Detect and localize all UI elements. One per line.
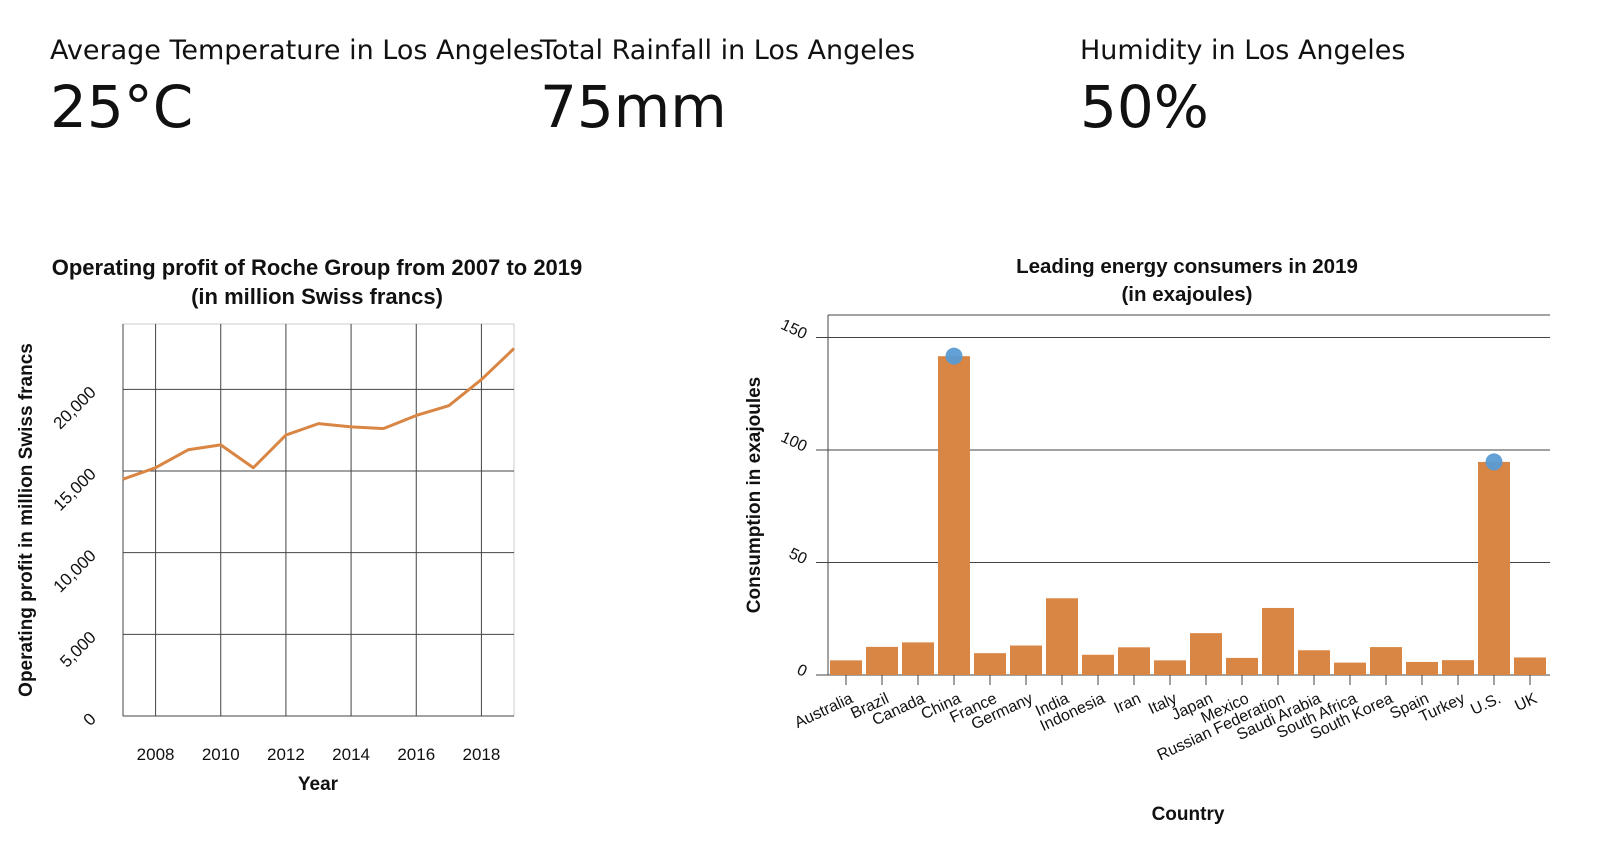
x-tick-label: Indonesia [1038,690,1108,735]
x-tick-label: Mexico [1199,690,1252,727]
x-tick-label: Japan [1169,690,1216,724]
y-tick-label: 100 [778,429,809,456]
chart-title: Leading energy consumers in 2019 [1016,255,1358,278]
bar [1190,633,1222,675]
x-tick-label: Russian Federation [1155,690,1288,764]
bar [1298,650,1330,675]
kpi-humidity: Humidity in Los Angeles 50% [1080,28,1405,140]
bar [1046,598,1078,675]
kpi-temperature: Average Temperature in Los Angeles 25°C [50,28,544,140]
x-tick-label: 2008 [137,745,175,764]
bar [974,653,1006,675]
series [122,347,516,481]
y-tick-label: 10,000 [50,546,100,596]
x-tick-label: Germany [969,690,1036,733]
bars [830,347,1546,675]
bar [1262,607,1294,675]
x-tick-label: China [919,690,964,723]
gridlines [122,323,515,717]
bar [1334,662,1366,675]
y-tick-label: 0 [794,661,809,680]
x-tick-label: 2014 [332,745,370,764]
x-tick-label: Australia [792,690,856,732]
tick-labels: 0 5,000 10,000 15,000 20,000 2008 2010 2012 2014… [50,383,501,764]
x-tick-label: France [947,690,999,726]
kpi-label: Total Rainfall in Los Angeles [540,35,916,66]
plot-frame [122,323,515,717]
bar [1370,647,1402,675]
bar [830,660,862,675]
y-axis-label: Consumption in exajoules [744,377,765,613]
y-tick-label: 150 [778,316,809,343]
kpi-rainfall: Total Rainfall in Los Angeles 75mm [540,28,915,140]
tick-labels: 0 50 100 150 AustraliaBrazilCanadaChinaFranc… [778,316,1540,764]
bar [938,356,970,675]
chart-subtitle: (in exajoules) [1121,283,1252,306]
series-line [122,347,516,481]
bar [1514,657,1546,675]
bar [1442,660,1474,675]
x-tick-label: Iran [1112,690,1144,717]
y-tick-label: 50 [786,545,809,568]
kpi-label: Humidity in Los Angeles [1080,35,1406,66]
highlight-marker [945,347,963,365]
kpi-value: 50% [1080,73,1209,141]
x-tick-label: UK [1512,690,1540,715]
x-tick-label: India [1033,690,1072,720]
y-tick-label: 20,000 [50,383,100,433]
x-tick-label: 2010 [202,745,240,764]
highlight-marker [1485,453,1503,471]
chart-title: Operating profit of Roche Group from 200… [52,255,583,280]
chart-subtitle: (in million Swiss francs) [191,284,443,309]
x-tick-label: 2012 [267,745,305,764]
x-tick-label: South Africa [1274,690,1359,742]
x-axis-label: Year [298,774,339,795]
bar [866,646,898,675]
x-tick-label: 2018 [463,745,501,764]
x-tick-label: Italy [1146,690,1180,718]
bar [1406,661,1438,675]
x-tick-label: Spain [1387,690,1431,723]
y-tick-label: 5,000 [56,628,100,672]
x-tick-label: Turkey [1417,690,1468,726]
gridlines [816,314,1550,685]
x-tick-label: South Korea [1308,690,1396,743]
y-tick-label: 0 [80,709,100,729]
line-chart: Operating profit of Roche Group from 200… [16,255,583,795]
bar [1154,660,1186,675]
x-tick-label: Saudi Arabia [1234,690,1324,744]
bar [1118,647,1150,675]
bar [902,642,934,675]
x-tick-label: Canada [870,690,928,729]
bar [1010,645,1042,675]
bar [1082,654,1114,675]
x-tick-label: Brazil [848,690,891,722]
y-axis-label: Operating profit in million Swiss francs [16,343,37,697]
x-axis-label: Country [1152,804,1225,825]
bar [1226,657,1258,675]
x-tick-label: U.S. [1468,690,1503,719]
bar [1478,461,1510,675]
y-tick-label: 15,000 [50,464,100,514]
kpi-label: Average Temperature in Los Angeles [50,35,544,66]
kpi-value: 25°C [50,73,194,141]
kpi-value: 75mm [540,73,727,141]
x-tick-label: 2016 [397,745,435,764]
